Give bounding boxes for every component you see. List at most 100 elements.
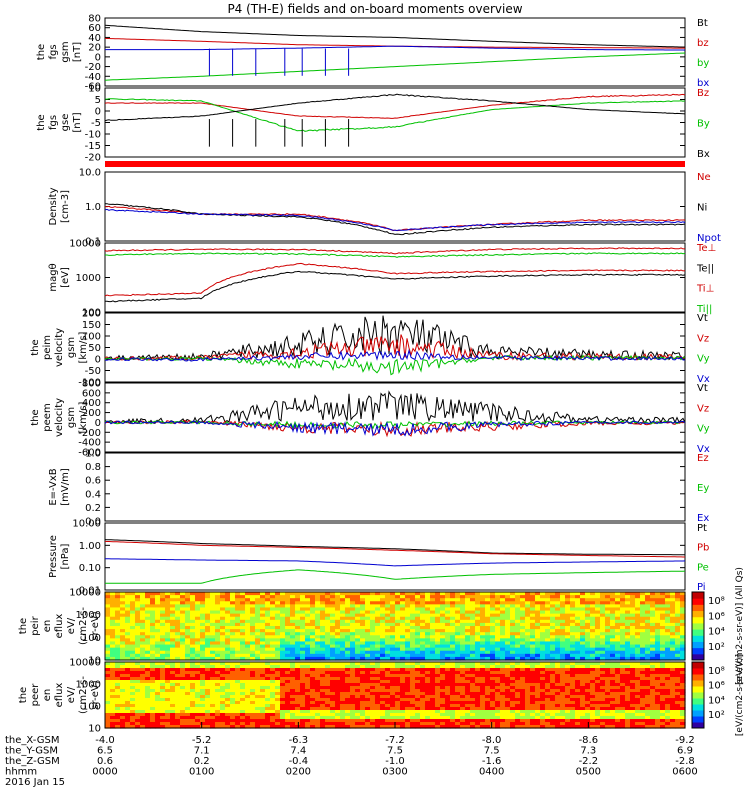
- y-axis-label: [nPa]: [60, 543, 71, 569]
- y-axis-label: (cm2-s-: [78, 607, 89, 645]
- y-axis-label: [cm-3]: [60, 190, 71, 223]
- y-axis-label: E=-VxB: [48, 468, 59, 505]
- panel-peir: [105, 592, 704, 661]
- colorbar-segment: [692, 611, 704, 618]
- colorbar-segment: [692, 641, 704, 648]
- y-axis-label: velocity: [54, 398, 65, 437]
- y-tick-label: 10: [88, 84, 101, 95]
- y-axis-label: gsm: [60, 41, 71, 62]
- y-tick-label: -5: [91, 118, 101, 129]
- y-axis-label: peem: [42, 403, 53, 431]
- y-tick-label: 0.2: [85, 503, 101, 514]
- legend-entry: Pe: [697, 562, 709, 573]
- colorbar-tick-label: 10⁴: [708, 627, 725, 638]
- y-axis-label: gsm: [66, 337, 77, 358]
- panel-fgs_gsm: [105, 18, 685, 86]
- legend-entry: Te||: [696, 263, 714, 274]
- y-tick-label: 50: [88, 343, 101, 354]
- panel-density: [105, 172, 685, 241]
- panel-fgs_gse: [105, 88, 685, 157]
- plot-title: P4 (TH-E) fields and on-board moments ov…: [0, 2, 750, 16]
- legend-entry: Pi: [697, 582, 706, 593]
- y-tick-label: 1.0: [85, 202, 101, 213]
- y-axis-label: the: [30, 339, 41, 355]
- y-tick-label: -15: [85, 141, 101, 152]
- y-axis-label: the: [18, 618, 29, 634]
- colorbar-segment: [692, 623, 704, 630]
- y-tick-label: 10000: [69, 588, 101, 599]
- colorbar-tick-label: 10⁸: [708, 596, 725, 607]
- y-tick-label: -20: [85, 153, 101, 164]
- y-tick-label: 0.6: [85, 476, 101, 487]
- y-axis-label: the: [30, 409, 41, 425]
- y-axis-label: [nT]: [72, 112, 83, 132]
- legend-entry: bz: [697, 38, 709, 49]
- legend-entry: By: [697, 119, 710, 130]
- y-axis-label: the: [36, 114, 47, 130]
- panel-efield: [105, 453, 685, 521]
- legend-entry: by: [697, 58, 709, 69]
- legend-entry: Te⊥: [696, 243, 716, 254]
- legend-entry: Vt: [697, 313, 708, 324]
- colorbar-segment: [692, 635, 704, 642]
- colorbar-segment: [692, 592, 704, 599]
- legend-entry: Bz: [697, 88, 709, 99]
- colorbar-segment: [692, 629, 704, 636]
- panel-peer: [105, 662, 704, 729]
- y-axis-label: [km/s]: [78, 401, 89, 433]
- y-tick-label: 0.4: [85, 489, 101, 500]
- y-axis-label: sr-eV): [90, 611, 101, 640]
- panel-temp: [105, 243, 685, 312]
- y-tick-label: 0.10: [79, 563, 101, 574]
- colorbar-segment: [692, 654, 704, 661]
- colorbar-segment: [692, 598, 704, 605]
- y-axis-label: fgs: [48, 115, 59, 130]
- y-tick-label: -10: [85, 130, 101, 141]
- legend-entry: Bt: [697, 18, 708, 29]
- quality-flag-bar: [105, 161, 685, 167]
- y-axis-label: eV/: [66, 617, 77, 634]
- colorbar-tick-label: 10²: [708, 642, 725, 653]
- colorbar-segment: [692, 617, 704, 624]
- y-tick-label: 150: [82, 320, 101, 331]
- legend-entry: Ni: [697, 203, 707, 214]
- panel-peem: [105, 383, 685, 452]
- panel-pressure: [105, 523, 685, 590]
- legend-entry: Vz: [697, 333, 709, 344]
- y-tick-label: 200: [82, 309, 101, 320]
- legend-entry: Pb: [697, 543, 709, 554]
- legend-entry: Vz: [697, 403, 709, 414]
- y-axis-label: en: [42, 620, 53, 633]
- y-axis-label: magθ: [48, 263, 59, 291]
- y-tick-label: 0.8: [85, 462, 101, 473]
- y-tick-label: 10.0: [79, 168, 101, 179]
- y-tick-label: 0: [95, 107, 101, 118]
- y-tick-label: 1000: [76, 273, 101, 284]
- colorbar-segment: [692, 604, 704, 611]
- panel-frame: [105, 453, 685, 521]
- legend-entry: Bx: [697, 149, 710, 160]
- y-tick-label: 10.00: [72, 519, 101, 530]
- colorbar-segment: [692, 648, 704, 655]
- y-axis-label: velocity: [54, 328, 65, 367]
- y-axis-label: peim: [42, 335, 53, 360]
- panel-peim: [105, 313, 685, 382]
- y-axis-label: the: [36, 44, 47, 60]
- y-tick-label: -50: [85, 366, 101, 377]
- legend-entry: Vy: [697, 354, 710, 365]
- panel-frame: [105, 383, 685, 452]
- legend-entry: Ey: [697, 483, 709, 494]
- legend-entry: Vt: [697, 383, 708, 394]
- panel-frame: [105, 313, 685, 382]
- y-axis-label: [nT]: [72, 42, 83, 62]
- y-axis-label: eflux: [54, 614, 65, 639]
- y-tick-label: 1.00: [79, 541, 101, 552]
- y-axis-label: gsm: [66, 407, 77, 428]
- panel-frame: [105, 88, 685, 157]
- y-tick-label: 0: [95, 355, 101, 366]
- y-tick-label: 10000: [69, 239, 101, 250]
- legend-entry: Ne: [697, 172, 711, 183]
- y-axis-label: Density: [48, 187, 59, 225]
